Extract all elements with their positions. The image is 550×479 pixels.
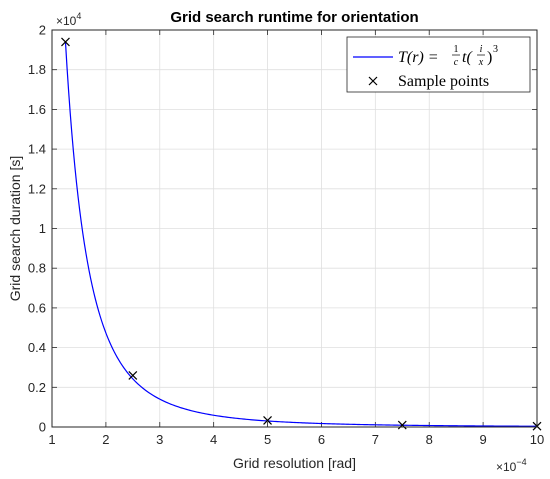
svg-text:c: c	[454, 57, 459, 68]
svg-text:t(: t(	[462, 49, 473, 66]
y-tick-label: 1.4	[28, 142, 46, 157]
x-tick-label: 8	[426, 432, 433, 447]
x-tick-labels: 1 2 3 4 5 6 7 8 9 10	[48, 432, 544, 447]
y-exponent-label: ×104	[56, 11, 81, 28]
x-tick-label: 4	[210, 432, 217, 447]
x-tick-label: 9	[479, 432, 486, 447]
svg-text:3: 3	[493, 44, 498, 55]
y-tick-label: 0.4	[28, 340, 46, 355]
x-tick-label: 1	[48, 432, 55, 447]
sample-point	[61, 37, 70, 47]
plot-box	[51, 29, 538, 428]
x-tick-label: 5	[264, 432, 271, 447]
x-tick-label: 2	[102, 432, 109, 447]
y-tick-label: 0.8	[28, 261, 46, 276]
sample-point	[263, 416, 272, 425]
y-tick-labels: 0 0.2 0.4 0.6 0.8 1 1.2 1.4 1.6 1.8 2	[28, 23, 46, 435]
y-tick-label: 1.8	[28, 62, 46, 77]
x-tick-label: 7	[372, 432, 379, 447]
y-tick-label: 1	[39, 221, 46, 236]
y-tick-label: 0.2	[28, 380, 46, 395]
grid	[51, 29, 538, 428]
legend-x-marker	[368, 76, 378, 86]
sample-point	[397, 420, 407, 430]
svg-text:1: 1	[454, 44, 459, 55]
legend-box	[346, 36, 531, 93]
x-axis-label: Grid resolution [rad]	[233, 455, 356, 471]
svg-text:i: i	[480, 44, 483, 55]
x-exponent-label: ×10−4	[496, 457, 527, 474]
y-tick-label: 0.6	[28, 300, 46, 315]
svg-text:T(r) =: T(r) =	[398, 49, 439, 66]
legend-curve-entry: T(r) = 1 c t( i x ) 3	[398, 44, 498, 68]
legend-sample-points-label: Sample points	[398, 73, 489, 90]
legend: T(r) = 1 c t( i x ) 3 Sample points	[346, 36, 531, 93]
sample-point	[128, 370, 138, 380]
y-tick-label: 1.6	[28, 102, 46, 117]
y-tick-label: 1.2	[28, 181, 46, 196]
y-axis-label: Grid search duration [s]	[7, 156, 23, 302]
y-tick-label: 2	[39, 23, 46, 38]
x-tick-label: 10	[530, 432, 544, 447]
fit-curve-line	[64, 41, 538, 427]
chart-title: Grid search runtime for orientation	[170, 9, 418, 26]
x-tick-label: 6	[318, 432, 325, 447]
y-tick-label: 0	[39, 420, 46, 435]
svg-text:x: x	[478, 57, 484, 68]
svg-text:): )	[487, 49, 492, 66]
x-tick-label: 3	[156, 432, 163, 447]
